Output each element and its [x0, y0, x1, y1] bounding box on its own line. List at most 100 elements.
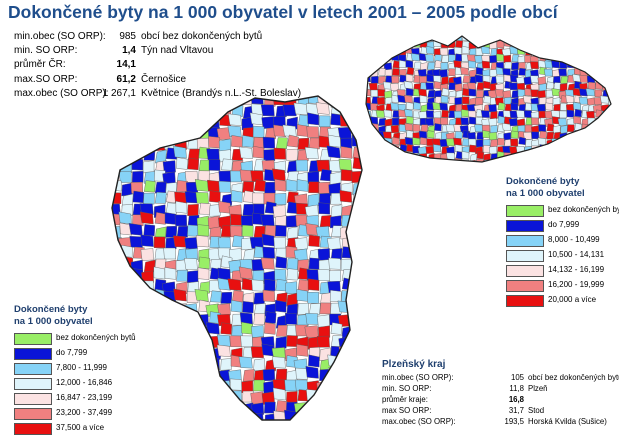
municipality-cell [274, 193, 287, 206]
region-label: max.obec (SO ORP): [382, 417, 456, 426]
municipality-cell [329, 171, 342, 186]
legend-item: 16,847 - 23,199 [14, 392, 112, 407]
municipality-cell [231, 190, 243, 203]
municipality-cell [524, 160, 533, 162]
municipality-cell [142, 160, 155, 174]
municipality-cell [609, 68, 611, 77]
municipality-cell [319, 215, 332, 228]
municipality-cell [418, 111, 427, 120]
municipality-cell [141, 303, 155, 315]
municipality-cell [339, 114, 353, 127]
stat-value: 61,2 [116, 73, 136, 85]
municipality-cell [608, 130, 611, 139]
municipality-cell [360, 399, 362, 412]
municipality-cell [132, 116, 145, 129]
municipality-cell [363, 323, 374, 335]
municipality-cell [253, 136, 265, 149]
municipality-cell [377, 89, 386, 97]
municipality-cell [573, 158, 582, 162]
municipality-cell [186, 357, 199, 370]
municipality-cell [308, 234, 320, 247]
municipality-cell [187, 96, 200, 104]
municipality-cell [252, 192, 265, 205]
municipality-cell [600, 95, 609, 104]
municipality-cell [187, 224, 199, 237]
municipality-cell [426, 102, 435, 111]
municipality-cell [275, 256, 287, 269]
municipality-cell [217, 303, 231, 316]
region-value: 193,5 [504, 417, 524, 426]
municipality-cell [601, 146, 610, 155]
municipality-cell [469, 76, 478, 85]
municipality-cell [571, 45, 581, 55]
municipality-cell [580, 36, 589, 43]
municipality-cell [361, 234, 362, 247]
municipality-cell [496, 159, 505, 162]
municipality-cell [371, 48, 379, 58]
municipality-cell [432, 36, 441, 41]
municipality-cell [566, 48, 575, 58]
municipality-cell [143, 116, 155, 130]
municipality-cell [165, 355, 178, 368]
municipality-cell [184, 237, 198, 250]
municipality-cell [497, 102, 506, 111]
region-row: průměr kraje: 16,8 [382, 395, 524, 406]
municipality-cell [586, 55, 595, 65]
municipality-cell [112, 96, 122, 107]
legend-item: 10,500 - 14,131 [506, 249, 604, 264]
municipality-cell [419, 95, 428, 104]
municipality-cell [229, 225, 243, 238]
municipality-cell [341, 358, 354, 371]
municipality-cell [263, 278, 276, 292]
municipality-cell [186, 291, 199, 304]
stat-label: max.SO ORP: [14, 73, 78, 85]
municipality-cell [397, 94, 406, 103]
municipality-cell [144, 292, 156, 305]
municipality-cell [359, 269, 362, 282]
municipality-cell [139, 211, 154, 225]
municipality-cell [504, 61, 512, 70]
municipality-cell [609, 123, 611, 132]
municipality-cell [467, 160, 477, 162]
municipality-cell [434, 123, 442, 132]
municipality-cell [262, 246, 275, 259]
municipality-cell [454, 97, 463, 106]
municipality-cell [128, 105, 143, 119]
municipality-cell [341, 96, 354, 108]
municipality-cell [474, 36, 483, 41]
municipality-cell [516, 152, 526, 160]
municipality-cell [594, 61, 603, 70]
municipality-cell [197, 267, 210, 280]
municipality-cell [241, 224, 254, 237]
municipality-cell [272, 356, 286, 369]
municipality-cell [364, 139, 375, 152]
region-note: obcí bez dokončených bytů [528, 373, 619, 382]
municipality-cell [220, 291, 233, 304]
legend-subtitle: na 1 000 obyvatel [506, 188, 585, 199]
municipality-cell [482, 130, 491, 139]
municipality-cell [128, 380, 143, 395]
municipality-cell [186, 115, 199, 128]
municipality-cell [307, 278, 320, 291]
municipality-cell [188, 324, 200, 337]
municipality-cell [294, 237, 308, 250]
municipality-cell [119, 104, 132, 117]
municipality-cell [468, 88, 477, 97]
municipality-cell [187, 391, 200, 404]
legend-item: 23,200 - 37,499 [14, 407, 112, 422]
municipality-cell [154, 325, 166, 338]
municipality-cell [404, 136, 414, 146]
municipality-cell [523, 40, 532, 49]
municipality-cell [272, 387, 286, 401]
municipality-cell [308, 257, 321, 270]
municipality-cell [364, 293, 375, 306]
municipality-cell [385, 47, 393, 56]
municipality-cell [418, 130, 428, 139]
municipality-cell [366, 124, 372, 133]
municipality-cell [118, 356, 132, 369]
municipality-cell [238, 409, 253, 420]
stat-value: 14,1 [116, 59, 136, 71]
municipality-cell [376, 152, 385, 160]
municipality-cell [377, 139, 386, 147]
municipality-cell [308, 400, 321, 413]
